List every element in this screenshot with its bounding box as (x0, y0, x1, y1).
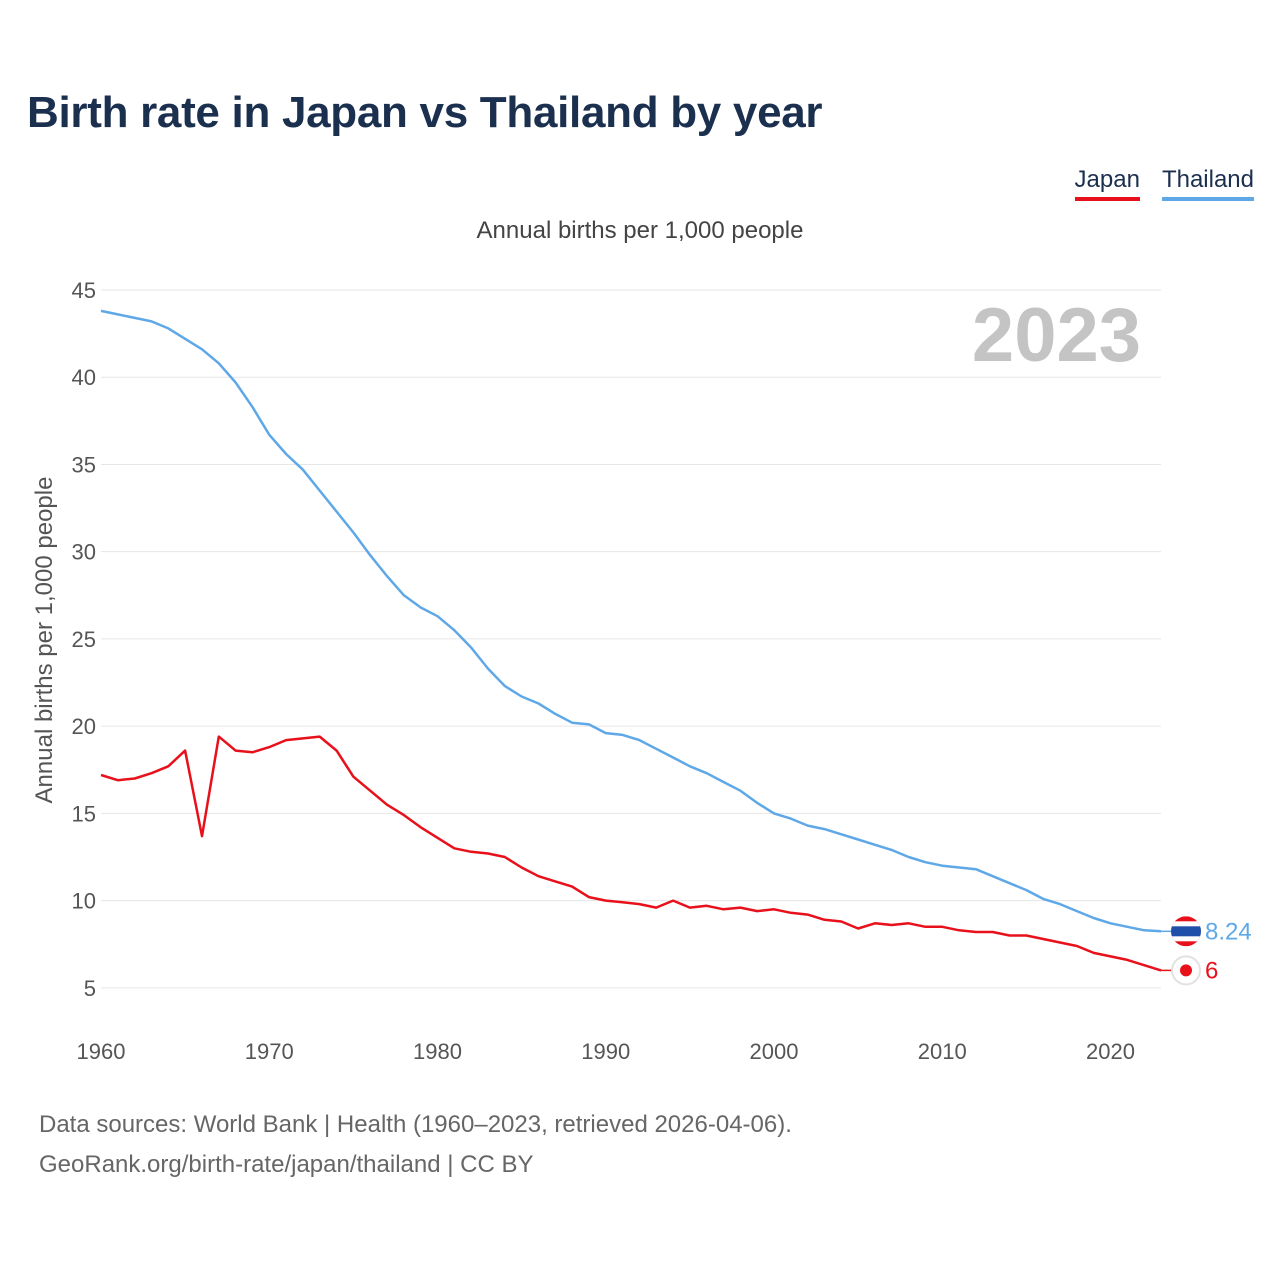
x-tick-label: 1970 (245, 1039, 294, 1064)
legend-japan[interactable]: Japan (1074, 166, 1140, 201)
end-value-label-japan: 6 (1205, 957, 1218, 984)
x-tick-label: 2010 (918, 1039, 967, 1064)
y-tick-label: 5 (84, 976, 96, 1001)
y-tick-label: 20 (72, 714, 96, 739)
japan-flag-icon (1171, 955, 1201, 986)
x-axis-ticks: 1960 1970 1980 1990 2000 2010 2020 (77, 1039, 1135, 1064)
x-tick-label: 1990 (581, 1039, 630, 1064)
series-lines (100, 309, 1162, 972)
x-tick-label: 2000 (750, 1039, 799, 1064)
x-tick-label: 1980 (413, 1039, 462, 1064)
series-line-thailand[interactable] (100, 309, 1162, 933)
y-axis-label: Annual births per 1,000 people (31, 477, 58, 804)
y-tick-label: 25 (72, 627, 96, 652)
series-line-japan[interactable] (100, 735, 1162, 972)
current-year-label: 2023 (972, 293, 1141, 378)
gridlines (101, 289, 1161, 989)
footer: Data sources: World Bank | Health (1960–… (39, 1105, 792, 1185)
y-tick-label: 30 (72, 540, 96, 565)
y-tick-label: 45 (72, 278, 96, 303)
y-tick-label: 35 (72, 452, 96, 477)
chart-title: Birth rate in Japan vs Thailand by year (27, 88, 823, 137)
footer-sources: Data sources: World Bank | Health (1960–… (39, 1111, 792, 1138)
legend: Japan Thailand (1074, 166, 1254, 201)
thailand-flag-icon (1171, 916, 1201, 947)
end-value-label-thailand: 8.24 (1205, 918, 1252, 945)
footer-url: GeoRank.org/birth-rate/japan/thailand | … (39, 1151, 534, 1178)
y-axis-ticks: 5 10 15 20 25 30 35 40 45 (72, 278, 96, 1001)
y-tick-label: 10 (72, 889, 96, 914)
y-tick-label: 15 (72, 801, 96, 826)
y-tick-label: 40 (72, 365, 96, 390)
end-markers: 68.24 (1161, 916, 1252, 986)
legend-thailand[interactable]: Thailand (1161, 166, 1254, 201)
chart-subtitle: Annual births per 1,000 people (476, 217, 804, 244)
x-tick-label: 1960 (77, 1039, 126, 1064)
x-tick-label: 2020 (1086, 1039, 1135, 1064)
